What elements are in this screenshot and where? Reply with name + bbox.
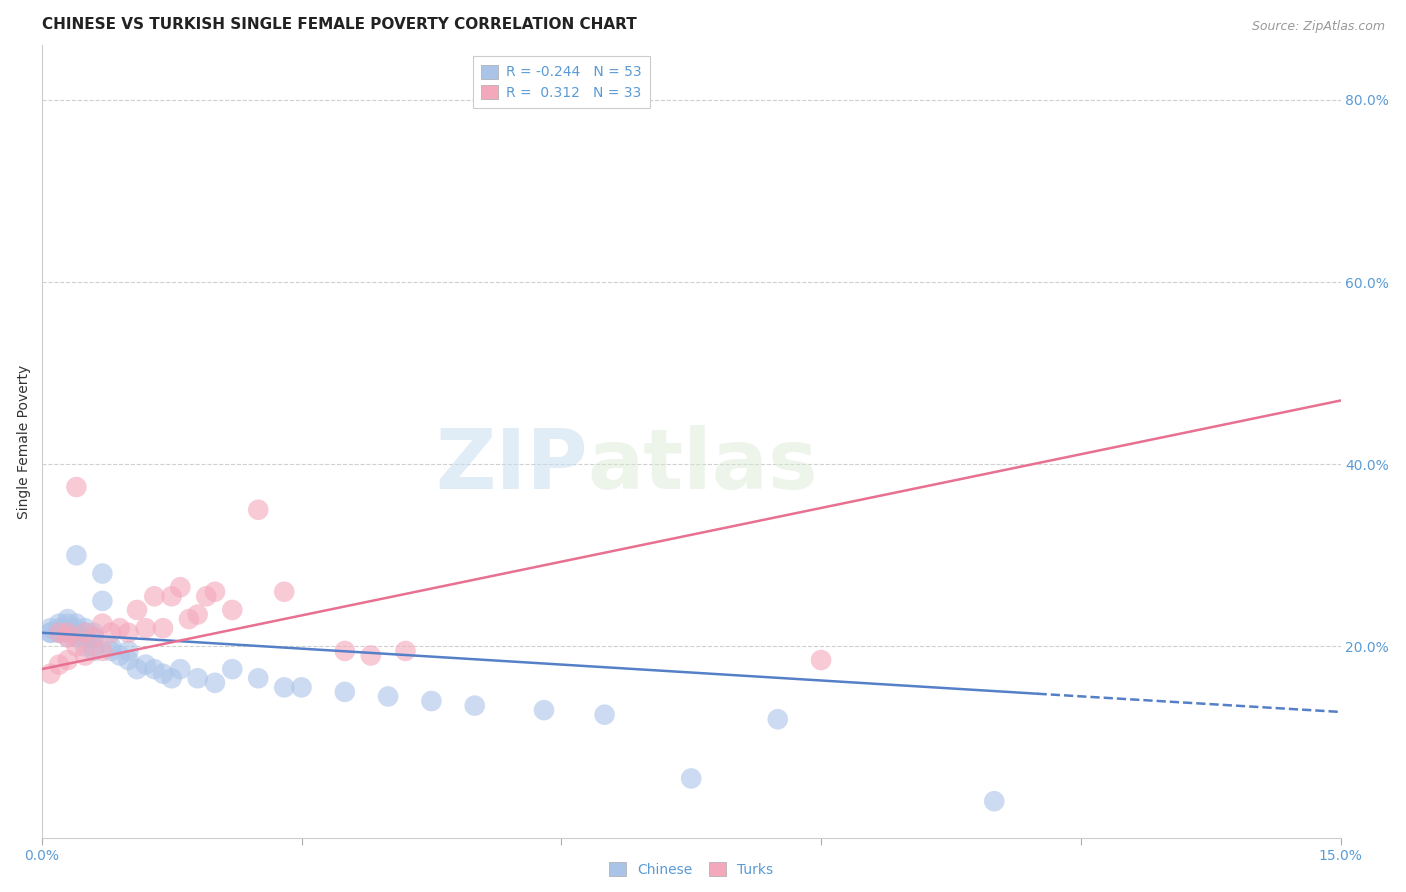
Turks xyxy=(333,644,356,658)
Turks xyxy=(39,666,62,681)
Turks xyxy=(108,621,131,635)
Chinese xyxy=(117,644,139,658)
Turks xyxy=(48,657,70,672)
Turks xyxy=(394,644,416,658)
Chinese xyxy=(681,772,703,786)
Chinese xyxy=(39,621,62,635)
Chinese xyxy=(377,690,399,704)
Chinese xyxy=(83,644,105,658)
Text: ZIP: ZIP xyxy=(434,425,588,506)
Chinese xyxy=(65,549,87,563)
Chinese xyxy=(204,675,226,690)
Turks xyxy=(75,648,97,663)
Turks xyxy=(160,589,183,603)
Chinese xyxy=(39,625,62,640)
Text: Source: ZipAtlas.com: Source: ZipAtlas.com xyxy=(1251,20,1385,33)
Turks xyxy=(91,616,114,631)
Turks xyxy=(65,640,87,654)
Turks xyxy=(195,589,218,603)
Chinese xyxy=(56,612,79,626)
Chinese xyxy=(117,653,139,667)
Turks xyxy=(135,621,157,635)
Chinese xyxy=(48,621,70,635)
Chinese xyxy=(65,616,87,631)
Chinese xyxy=(152,666,174,681)
Chinese xyxy=(464,698,486,713)
Turks xyxy=(56,625,79,640)
Chinese xyxy=(169,662,191,676)
Turks xyxy=(177,612,200,626)
Chinese xyxy=(75,621,97,635)
Turks xyxy=(204,584,226,599)
Chinese xyxy=(65,625,87,640)
Turks xyxy=(56,653,79,667)
Chinese xyxy=(593,707,616,722)
Chinese xyxy=(83,630,105,644)
Chinese xyxy=(187,671,209,685)
Chinese xyxy=(75,630,97,644)
Turks xyxy=(65,480,87,494)
Chinese xyxy=(48,616,70,631)
Chinese xyxy=(75,640,97,654)
Chinese xyxy=(221,662,243,676)
Turks xyxy=(100,625,122,640)
Chinese xyxy=(65,630,87,644)
Turks xyxy=(117,625,139,640)
Chinese xyxy=(333,685,356,699)
Chinese xyxy=(160,671,183,685)
Chinese xyxy=(56,616,79,631)
Turks xyxy=(143,589,166,603)
Chinese xyxy=(83,640,105,654)
Chinese xyxy=(247,671,270,685)
Turks xyxy=(169,580,191,594)
Chinese xyxy=(766,712,789,726)
Turks xyxy=(360,648,382,663)
Chinese xyxy=(91,566,114,581)
Turks xyxy=(56,630,79,644)
Turks xyxy=(187,607,209,622)
Turks xyxy=(83,630,105,644)
Y-axis label: Single Female Poverty: Single Female Poverty xyxy=(17,364,31,518)
Chinese xyxy=(983,794,1005,808)
Chinese xyxy=(125,662,148,676)
Turks xyxy=(125,603,148,617)
Chinese xyxy=(100,644,122,658)
Chinese xyxy=(100,640,122,654)
Chinese xyxy=(75,625,97,640)
Turks xyxy=(91,644,114,658)
Turks xyxy=(810,653,832,667)
Turks xyxy=(48,625,70,640)
Chinese xyxy=(533,703,555,717)
Chinese xyxy=(56,621,79,635)
Turks xyxy=(75,625,97,640)
Chinese xyxy=(91,594,114,608)
Chinese xyxy=(56,625,79,640)
Chinese xyxy=(65,621,87,635)
Chinese xyxy=(273,681,295,695)
Turks xyxy=(247,503,270,517)
Chinese xyxy=(420,694,443,708)
Chinese xyxy=(108,648,131,663)
Legend: Chinese, Turks: Chinese, Turks xyxy=(603,856,779,882)
Turks xyxy=(152,621,174,635)
Chinese xyxy=(83,625,105,640)
Chinese xyxy=(48,625,70,640)
Chinese xyxy=(39,625,62,640)
Text: CHINESE VS TURKISH SINGLE FEMALE POVERTY CORRELATION CHART: CHINESE VS TURKISH SINGLE FEMALE POVERTY… xyxy=(42,17,637,32)
Text: atlas: atlas xyxy=(588,425,818,506)
Turks xyxy=(273,584,295,599)
Chinese xyxy=(290,681,312,695)
Turks xyxy=(221,603,243,617)
Chinese xyxy=(135,657,157,672)
Chinese xyxy=(143,662,166,676)
Chinese xyxy=(56,630,79,644)
Chinese xyxy=(48,625,70,640)
